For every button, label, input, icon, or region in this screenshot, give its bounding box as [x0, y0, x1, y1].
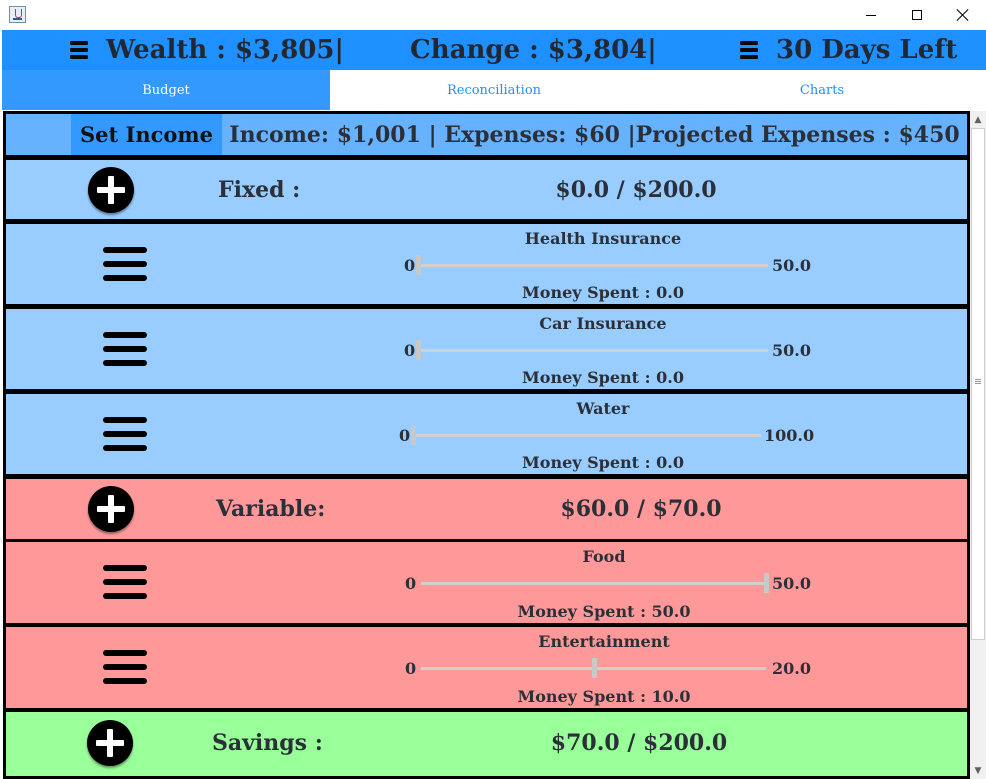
days-left-display: 30 Days Left: [740, 30, 957, 70]
drag-handle-icon[interactable]: [103, 247, 147, 281]
income-summary: Income: $1,001 | Expenses: $60 |Projecte…: [229, 121, 960, 148]
drag-handle-icon[interactable]: [103, 565, 147, 599]
change-display: Change : $3,804|: [410, 30, 657, 70]
expense-item-title: Health Insurance: [524, 229, 682, 248]
maximize-button[interactable]: [894, 0, 940, 30]
slider-thumb[interactable]: [591, 658, 597, 678]
scroll-grip-icon: [975, 379, 981, 384]
close-icon: [957, 9, 969, 21]
slider-max-label: 50.0: [772, 341, 811, 360]
money-spent-text: Money Spent : 0.0: [522, 453, 684, 472]
tab-bar: Budget Reconciliation Charts: [2, 70, 986, 110]
tab-charts[interactable]: Charts: [658, 70, 986, 110]
drag-handle-icon[interactable]: [103, 650, 147, 684]
java-app-icon: [9, 6, 26, 23]
category-variable-amount: $60.0 / $70.0: [560, 496, 722, 522]
slider-min-label: 0: [404, 256, 416, 275]
expense-item: Food 0 50.0 Money Spent : 50.0: [3, 539, 970, 626]
slider-min-label: 0: [405, 574, 417, 593]
set-income-button[interactable]: Set Income: [71, 114, 222, 155]
scroll-down-arrow-icon[interactable]: ▼: [974, 765, 982, 776]
money-spent-text: Money Spent : 0.0: [522, 283, 684, 302]
change-text: Change : $3,804|: [410, 35, 657, 65]
tab-reconciliation[interactable]: Reconciliation: [330, 70, 658, 110]
expense-item: Entertainment 0 20.0 Money Spent : 10.0: [3, 624, 970, 711]
hamburger-menu-icon[interactable]: [740, 41, 758, 59]
summary-header: Wealth : $3,805| Change : $3,804| 30 Day…: [2, 30, 986, 70]
maximize-icon: [912, 10, 922, 20]
slider-max-label: 20.0: [772, 659, 811, 678]
days-left-text: 30 Days Left: [776, 35, 958, 65]
income-row: Set Income Income: $1,001 | Expenses: $6…: [3, 111, 970, 158]
drag-handle-icon[interactable]: [103, 417, 147, 451]
hamburger-menu-icon[interactable]: [70, 41, 88, 59]
drag-handle-icon[interactable]: [103, 332, 147, 366]
category-fixed-header: Fixed : $0.0 / $200.0: [3, 157, 970, 222]
window-titlebar: [0, 0, 986, 30]
money-spent-text: Money Spent : 50.0: [517, 602, 691, 621]
slider-max-label: 50.0: [772, 574, 811, 593]
slider-min-label: 0: [404, 341, 416, 360]
expense-item-title: Entertainment: [538, 632, 670, 651]
add-variable-expense-icon[interactable]: [88, 486, 134, 532]
category-savings-label: Savings :: [212, 730, 323, 756]
expense-item: Water 0 100.0 Money Spent : 0.0: [3, 391, 970, 477]
tab-budget[interactable]: Budget: [2, 70, 330, 110]
slider-max-label: 50.0: [772, 256, 811, 275]
money-spent-text: Money Spent : 0.0: [522, 368, 684, 387]
slider-min-label: 0: [405, 659, 417, 678]
category-fixed-label: Fixed :: [218, 176, 301, 203]
category-variable-label: Variable:: [216, 496, 326, 522]
budget-list: Set Income Income: $1,001 | Expenses: $6…: [3, 111, 970, 779]
minimize-button[interactable]: [848, 0, 894, 30]
expense-item: Health Insurance 0 50.0 Money Spent : 0.…: [3, 221, 970, 307]
category-variable-header: Variable: $60.0 / $70.0: [3, 476, 970, 542]
slider-max-label: 100.0: [764, 426, 815, 445]
close-button[interactable]: [940, 0, 986, 30]
expense-slider[interactable]: [411, 425, 761, 445]
slider-thumb[interactable]: [416, 340, 421, 360]
slider-thumb[interactable]: [411, 425, 416, 445]
slider-thumb[interactable]: [764, 573, 769, 593]
slider-thumb[interactable]: [416, 255, 421, 275]
scroll-up-arrow-icon[interactable]: ▲: [974, 114, 982, 125]
category-savings-header: Savings : $70.0 / $200.0: [3, 709, 970, 779]
expense-slider[interactable]: [421, 658, 766, 678]
vertical-scrollbar[interactable]: ▲ ▼: [970, 111, 986, 779]
money-spent-text: Money Spent : 10.0: [517, 687, 691, 706]
category-savings-amount: $70.0 / $200.0: [550, 730, 728, 756]
expense-item: Car Insurance 0 50.0 Money Spent : 0.0: [3, 306, 970, 392]
expense-slider[interactable]: [416, 255, 768, 275]
category-fixed-amount: $0.0 / $200.0: [555, 176, 717, 203]
add-savings-icon[interactable]: [87, 720, 133, 766]
wealth-display: Wealth : $3,805|: [70, 30, 344, 70]
expense-item-title: Car Insurance: [539, 314, 667, 333]
minimize-icon: [866, 14, 876, 16]
add-fixed-expense-icon[interactable]: [88, 167, 134, 213]
expense-slider[interactable]: [416, 340, 768, 360]
expense-item-title: Food: [582, 547, 626, 566]
scrollbar-thumb[interactable]: [971, 128, 985, 640]
slider-min-label: 0: [399, 426, 411, 445]
wealth-text: Wealth : $3,805|: [106, 35, 344, 65]
expense-item-title: Water: [576, 399, 630, 418]
expense-slider[interactable]: [421, 573, 769, 593]
